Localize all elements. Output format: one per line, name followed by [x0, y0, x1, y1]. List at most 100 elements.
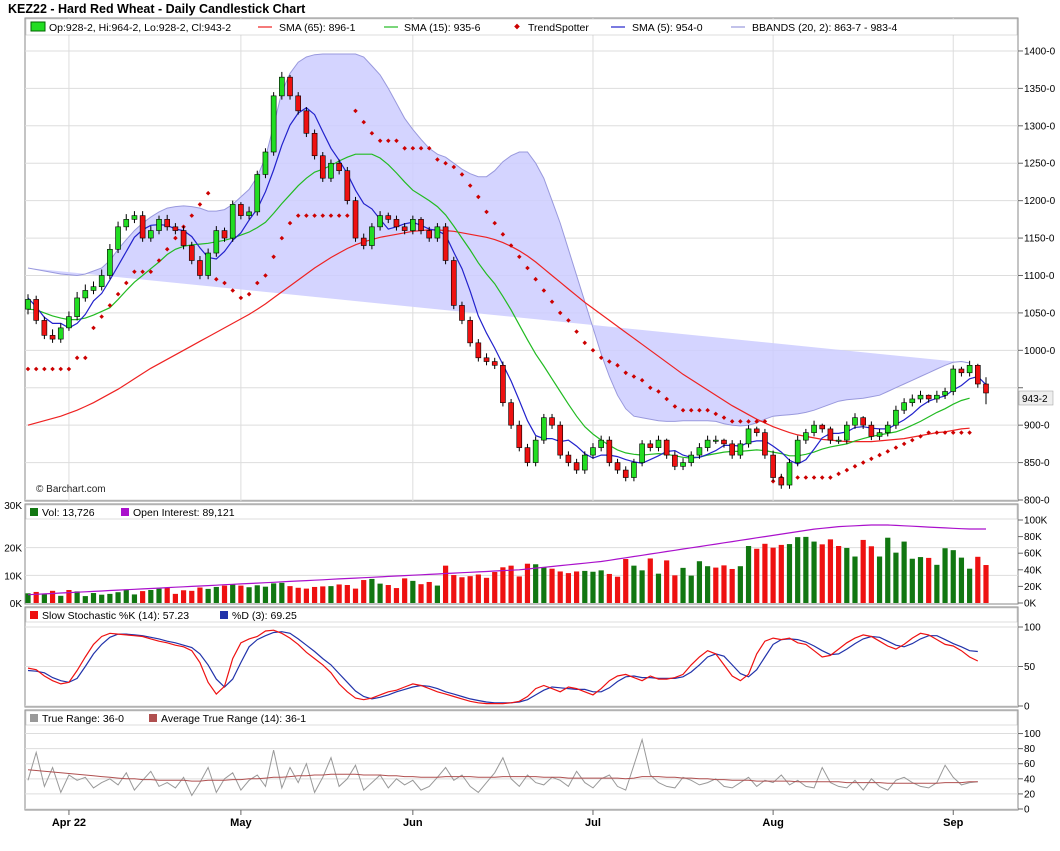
volume-bar-up: [950, 550, 956, 603]
true-range-tick-label: 0: [1024, 805, 1030, 816]
candle-down: [311, 132, 318, 157]
candle-down: [442, 226, 449, 261]
candle-down: [352, 200, 359, 239]
legend-sma15: SMA (15): 935-6: [404, 22, 481, 34]
volume-bar-up: [82, 596, 88, 603]
volume-bar-down: [393, 588, 400, 603]
trendspotter-dot: [926, 430, 931, 435]
trendspotter-dot: [819, 475, 825, 480]
volume-bar-down: [172, 593, 178, 603]
x-tick-label: Sep: [943, 817, 963, 829]
volume-bar-down: [713, 567, 719, 603]
volume-bar-down: [860, 539, 866, 603]
volume-bar-down: [475, 574, 481, 603]
price-panel: 800-0 850-0 900-0 1000-0 1050-0 1100-0 1150-0 1…: [24, 17, 1056, 810]
legend-bbands: BBANDS (20, 2): 863-7 - 983-4: [752, 22, 897, 34]
candle-down: [614, 462, 621, 471]
candle-up: [934, 394, 940, 400]
oi-tick-label: 0K: [1024, 599, 1037, 610]
volume-bar-down: [33, 591, 39, 603]
trendspotter-dot: [164, 247, 170, 252]
volume-bar-down: [352, 588, 359, 603]
legend-open-interest: Open Interest: 89,121: [133, 507, 235, 519]
volume-tick-label: 20K: [4, 544, 22, 555]
candle-down: [827, 428, 834, 441]
volume-bar-down: [66, 589, 72, 603]
candle-up: [377, 215, 383, 228]
candle-down: [385, 215, 392, 220]
volume-bar-down: [221, 585, 228, 603]
trendspotter-dot: [58, 366, 64, 372]
trendspotter-dot: [639, 378, 645, 383]
volume-bar-down: [549, 568, 555, 603]
volume-bar-up: [737, 566, 743, 603]
candle-up: [631, 462, 637, 478]
volume-legend-bar: [25, 504, 1018, 520]
volume-bar-up: [631, 565, 637, 603]
volume-bar-down: [721, 565, 727, 603]
stochastic-axis: 0 50 100: [1018, 623, 1041, 713]
volume-bar-up: [909, 558, 915, 603]
volume-bar-down: [647, 558, 653, 603]
true-range-tick-label: 20: [1024, 789, 1036, 800]
volume-bars: [25, 536, 989, 603]
trendspotter-dot: [484, 209, 489, 215]
trendspotter-dot: [754, 419, 759, 424]
candle-down: [753, 428, 760, 433]
x-tick-label: Apr 22: [52, 817, 86, 829]
trendspotter-dot: [934, 430, 940, 435]
volume-bar-up: [279, 582, 285, 603]
volume-tick-label: 0K: [10, 599, 23, 610]
volume-bar-up: [434, 585, 441, 603]
trendspotter-dot: [967, 430, 972, 435]
volume-bar-down: [385, 585, 391, 603]
bbands-area: [27, 53, 970, 427]
trendspotter-dot: [648, 385, 653, 390]
stochastic-grid: [25, 626, 1018, 707]
volume-bar-down: [418, 584, 424, 603]
legend-d-swatch: [220, 611, 228, 619]
oi-tick-label: 100K: [1024, 516, 1048, 527]
volume-bar-up: [205, 588, 211, 603]
candle-down: [172, 226, 179, 231]
candle-down: [221, 230, 228, 239]
candle-up: [98, 275, 105, 288]
x-axis: Apr 22 May Jun Jul Aug Sep: [52, 810, 964, 829]
volume-panel: 0K 10K 20K 30K 0K 20K 40K 60K 80K 100K Vol: 13,7…: [4, 501, 1047, 610]
trendspotter-dot: [377, 138, 383, 144]
candle-up: [131, 215, 138, 220]
candle-up: [541, 417, 547, 441]
volume-bar-down: [336, 584, 342, 603]
volume-bar-up: [377, 583, 383, 603]
volume-bar-up: [123, 589, 129, 603]
volume-bar-up: [262, 586, 269, 603]
candle-up: [156, 219, 162, 231]
volume-bar-up: [639, 570, 645, 603]
candle-up: [246, 211, 252, 216]
volume-bar-down: [303, 588, 309, 603]
candle-down: [459, 305, 465, 321]
volume-bar-up: [745, 546, 752, 603]
volume-bar-down: [49, 590, 56, 603]
volume-tick-label: 30K: [4, 501, 22, 512]
trendspotter-dot: [549, 299, 555, 304]
trendspotter-dot: [132, 269, 137, 275]
trendspotter-dot: [304, 213, 309, 218]
volume-bar-down: [361, 580, 367, 603]
true-range-panel: 0 20 40 60 80 100 True Range: 36-0 Average Tr…: [24, 709, 1041, 816]
legend-true-range: True Range: 36-0: [42, 713, 124, 725]
candle-down: [647, 443, 654, 448]
candle-up: [803, 432, 809, 441]
volume-bar-down: [451, 575, 457, 603]
x-tick-label: Aug: [762, 817, 783, 829]
candle-up: [688, 454, 695, 463]
legend-tr-swatch: [30, 714, 38, 722]
candle-up: [950, 368, 957, 392]
x-tick-label: May: [230, 817, 252, 829]
candle-down: [319, 155, 326, 179]
average-true-range-line: [27, 769, 978, 784]
volume-bar-up: [131, 594, 138, 603]
legend-average-true-range: Average True Range (14): 36-1: [161, 713, 306, 725]
price-axis: 800-0 850-0 900-0 1000-0 1050-0 1100-0 1150-0 1…: [1018, 46, 1056, 507]
candle-up: [876, 432, 883, 437]
